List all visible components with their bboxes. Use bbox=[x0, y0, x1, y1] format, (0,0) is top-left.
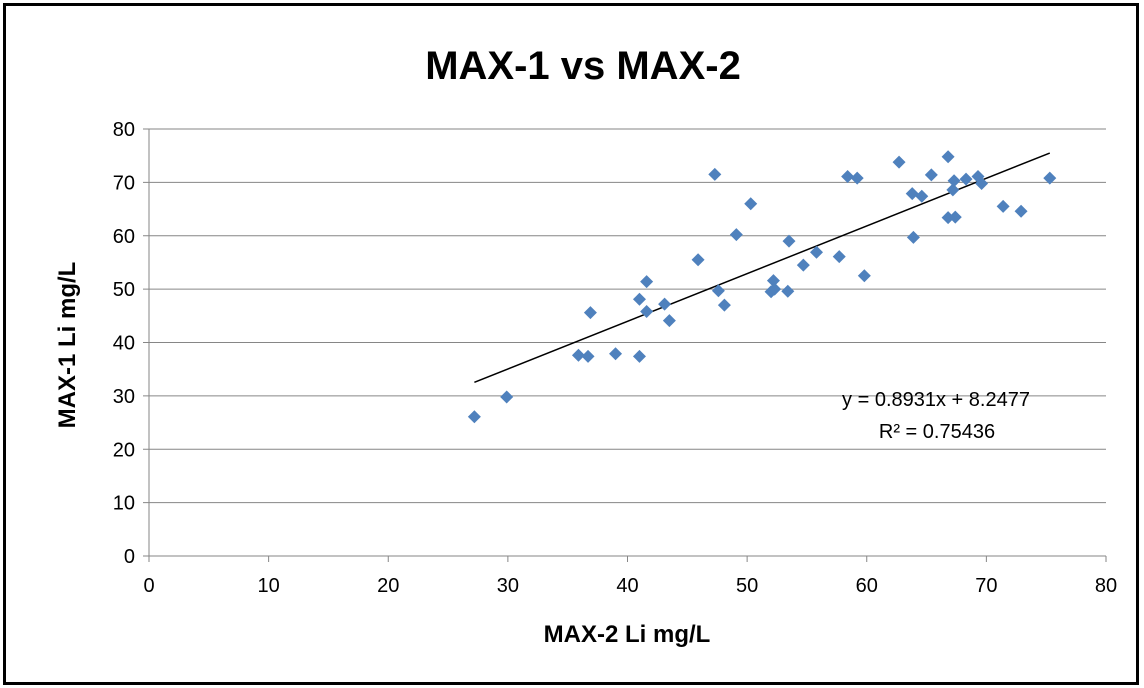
data-point-9 bbox=[640, 305, 654, 319]
data-point-1 bbox=[500, 390, 514, 404]
y-tick-label-30: 30 bbox=[113, 386, 135, 408]
x-tick-label-50: 50 bbox=[736, 575, 758, 597]
y-tick-label-50: 50 bbox=[113, 279, 135, 301]
y-tick-label-70: 70 bbox=[113, 172, 135, 194]
data-point-29 bbox=[892, 155, 906, 169]
data-point-21 bbox=[781, 284, 795, 298]
data-point-44 bbox=[1043, 171, 1057, 185]
data-point-14 bbox=[711, 284, 725, 298]
x-tick-labels: 0 10 20 30 40 50 60 70 80 bbox=[143, 575, 1117, 597]
data-point-7 bbox=[632, 292, 646, 306]
chart-title: MAX-1 vs MAX-2 bbox=[425, 44, 741, 88]
data-point-0 bbox=[467, 410, 481, 424]
y-tick-labels: 0 10 20 30 40 50 60 70 80 bbox=[113, 119, 135, 568]
x-tick-label-60: 60 bbox=[856, 575, 878, 597]
data-point-19 bbox=[766, 274, 780, 288]
data-point-37 bbox=[947, 174, 961, 188]
data-point-42 bbox=[996, 199, 1010, 213]
data-point-28 bbox=[857, 269, 871, 283]
data-point-32 bbox=[915, 189, 929, 203]
data-point-22 bbox=[782, 234, 796, 248]
y-tick-label-80: 80 bbox=[113, 119, 135, 141]
x-tick-label-80: 80 bbox=[1095, 575, 1117, 597]
data-point-23 bbox=[796, 258, 810, 272]
data-point-17 bbox=[744, 197, 758, 211]
x-tick-label-30: 30 bbox=[497, 575, 519, 597]
x-axis-title: MAX-2 Li mg/L bbox=[544, 621, 711, 648]
data-point-25 bbox=[832, 250, 846, 264]
data-point-41 bbox=[975, 176, 989, 190]
x-tick-label-20: 20 bbox=[377, 575, 399, 597]
data-point-27 bbox=[850, 171, 864, 185]
x-tick-label-40: 40 bbox=[616, 575, 638, 597]
data-point-3 bbox=[581, 349, 595, 363]
data-point-26 bbox=[841, 170, 855, 184]
data-point-4 bbox=[583, 306, 597, 320]
data-point-8 bbox=[640, 275, 654, 289]
data-point-15 bbox=[717, 298, 731, 312]
data-points bbox=[467, 150, 1057, 424]
y-tick-label-0: 0 bbox=[124, 546, 135, 568]
y-tick-label-40: 40 bbox=[113, 333, 135, 355]
data-point-33 bbox=[924, 168, 938, 182]
data-point-43 bbox=[1014, 204, 1028, 218]
trendline-r-squared: R² = 0.75436 bbox=[879, 421, 995, 443]
data-point-35 bbox=[941, 211, 955, 225]
trendline bbox=[474, 152, 1051, 384]
y-axis-title: MAX-1 Li mg/L bbox=[54, 262, 81, 429]
trendline-equation: y = 0.8931x + 8.2477 bbox=[842, 389, 1030, 411]
data-point-39 bbox=[959, 172, 973, 186]
data-point-12 bbox=[691, 253, 705, 267]
data-point-30 bbox=[905, 187, 919, 201]
y-tick-label-10: 10 bbox=[113, 493, 135, 515]
y-tick-label-60: 60 bbox=[113, 226, 135, 248]
y-tick-label-20: 20 bbox=[113, 439, 135, 461]
x-tick-label-70: 70 bbox=[975, 575, 997, 597]
data-point-16 bbox=[729, 228, 743, 242]
data-point-36 bbox=[946, 183, 960, 197]
data-point-13 bbox=[708, 167, 722, 181]
x-tick-label-10: 10 bbox=[258, 575, 280, 597]
x-tick-label-0: 0 bbox=[143, 575, 154, 597]
data-point-20 bbox=[768, 282, 782, 296]
data-point-34 bbox=[941, 150, 955, 164]
data-point-5 bbox=[609, 347, 623, 361]
data-point-2 bbox=[571, 348, 585, 362]
data-point-24 bbox=[810, 245, 824, 259]
axes bbox=[143, 128, 1107, 562]
gridlines bbox=[149, 128, 1106, 504]
data-point-38 bbox=[948, 210, 962, 224]
data-point-6 bbox=[632, 349, 646, 363]
data-point-31 bbox=[906, 230, 920, 244]
data-point-11 bbox=[662, 314, 676, 328]
data-point-10 bbox=[658, 297, 672, 311]
